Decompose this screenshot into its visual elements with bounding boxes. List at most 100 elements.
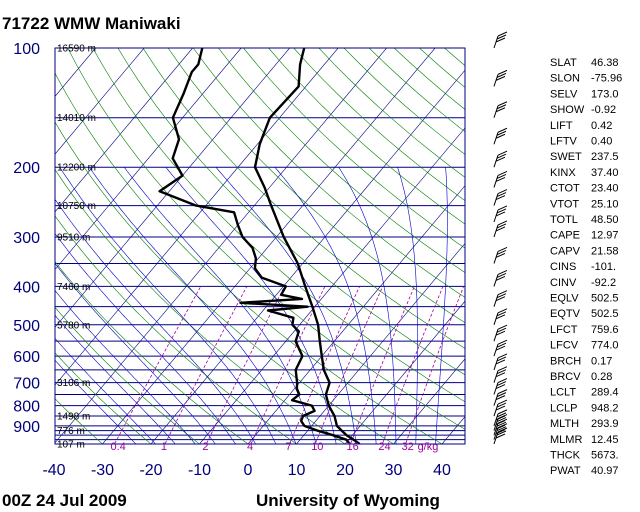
moist-adiabat xyxy=(55,263,216,444)
index-value: 40.97 xyxy=(591,465,619,477)
index-value: 759.6 xyxy=(591,324,619,336)
pressure-tick-label: 200 xyxy=(13,160,40,177)
plot-frame xyxy=(54,47,466,445)
dry-adiabat xyxy=(67,48,465,430)
moist-adiabat xyxy=(55,232,236,444)
mixing-ratio-line xyxy=(350,286,415,444)
dry-adiabat xyxy=(55,352,152,444)
mixing-ratio-line xyxy=(250,286,326,444)
wind-barb-feather xyxy=(497,220,508,226)
temperature-tick-label: 0 xyxy=(244,462,253,479)
index-value: 173.0 xyxy=(591,88,619,100)
dry-adiabat xyxy=(55,169,346,444)
moist-adiabat xyxy=(59,167,277,444)
index-name: VTOT xyxy=(550,198,579,210)
moist-adiabat xyxy=(435,167,448,444)
wind-barb-feather xyxy=(495,395,506,401)
wind-barb-feather xyxy=(497,189,508,195)
index-name: SHOW xyxy=(550,104,585,116)
index-value: 948.2 xyxy=(591,402,619,414)
wind-barb-feather xyxy=(497,31,508,37)
isotherm xyxy=(55,48,290,328)
moist-adiabat xyxy=(55,198,256,444)
mixing-ratio-label: 7 xyxy=(285,441,291,453)
dry-adiabat xyxy=(268,48,465,225)
index-value: 0.17 xyxy=(591,355,612,367)
wind-barb-feather xyxy=(497,308,508,314)
index-name: LFCT xyxy=(550,324,578,336)
wind-barb-feather xyxy=(495,226,506,232)
wind-barb-feather xyxy=(497,290,508,296)
index-value: 293.9 xyxy=(591,418,619,430)
isotherm xyxy=(55,48,193,213)
wind-barb-feather xyxy=(497,339,508,345)
isotherm xyxy=(55,48,339,386)
index-name: BRCH xyxy=(550,355,581,367)
index-name: SLAT xyxy=(550,57,577,69)
height-label: 9510 m xyxy=(57,232,90,243)
index-name: TOTL xyxy=(550,214,578,226)
index-name: MLTH xyxy=(550,418,579,430)
wind-barb-feather xyxy=(497,69,508,75)
isotherm xyxy=(150,69,465,444)
wind-barb-feather xyxy=(495,75,506,81)
isotherm xyxy=(199,127,465,444)
wind-barb-feather xyxy=(496,192,507,198)
moist-adiabat xyxy=(165,167,337,444)
index-value: 289.4 xyxy=(591,387,619,399)
index-name: LFCV xyxy=(550,340,579,352)
index-name: KINX xyxy=(550,167,576,179)
index-name: LCLP xyxy=(550,402,578,414)
mixing-ratio-line xyxy=(381,286,444,444)
index-name: MLMR xyxy=(550,434,582,446)
moist-adiabat xyxy=(89,167,297,444)
index-value: 0.28 xyxy=(591,371,612,383)
index-name: CAPE xyxy=(550,230,580,242)
index-name: EQLV xyxy=(550,293,579,305)
wind-barb-feather xyxy=(497,378,508,383)
wind-barb-feather xyxy=(495,405,506,411)
index-value: -75.96 xyxy=(591,73,622,85)
wind-barb-feather xyxy=(495,211,506,217)
wind-barb-feather xyxy=(497,389,508,395)
dewpoint-profile xyxy=(158,48,351,444)
index-name: SELV xyxy=(550,88,578,100)
wind-barb-feather xyxy=(495,177,506,182)
pressure-axis: 100 200 300 400 500 600 700 800 900 xyxy=(13,41,40,436)
index-value: 21.58 xyxy=(591,245,619,257)
dry-adiabat xyxy=(142,48,465,349)
temperature-tick-label: -10 xyxy=(188,462,211,479)
height-label: 776 m xyxy=(57,426,85,437)
index-value: 502.5 xyxy=(591,308,619,320)
wind-barb-feather xyxy=(495,252,506,258)
wind-barb-feather xyxy=(495,433,506,439)
mixing-ratio-label: 1 xyxy=(161,441,167,453)
mixing-ratio-line xyxy=(405,286,464,444)
mixing-ratio-unit: g/kg xyxy=(418,441,439,453)
index-name: LFTV xyxy=(550,136,578,148)
isotherm xyxy=(296,242,465,444)
wind-barb-feather xyxy=(497,423,508,429)
mixing-ratio-label: 16 xyxy=(347,441,359,453)
index-value: -0.92 xyxy=(591,104,616,116)
sounding-profiles xyxy=(158,48,361,444)
temperature-tick-label: 10 xyxy=(288,462,306,479)
mixing-ratio-label: 10 xyxy=(311,441,323,453)
temperature-axis: -40 -30 -20 -10 0 10 20 30 40 xyxy=(42,462,451,479)
wind-barb-feather xyxy=(496,293,507,299)
wind-barb-feather xyxy=(496,417,507,423)
height-label: 107 m xyxy=(57,440,85,451)
wind-barb-feather xyxy=(495,345,506,351)
background-lines xyxy=(55,48,465,444)
index-value: 774.0 xyxy=(591,340,619,352)
chart-title: 71722 WMW Maniwaki xyxy=(2,14,181,33)
temperature-tick-label: 40 xyxy=(433,462,451,479)
moist-adiabat xyxy=(397,167,418,444)
wind-barb-feather xyxy=(496,249,507,255)
wind-barb-feather xyxy=(496,381,507,386)
moist-adiabat xyxy=(215,167,357,444)
index-name: CINV xyxy=(550,277,577,289)
isotherm xyxy=(102,48,436,444)
index-value: -101. xyxy=(591,261,616,273)
pressure-tick-label: 700 xyxy=(13,376,40,393)
